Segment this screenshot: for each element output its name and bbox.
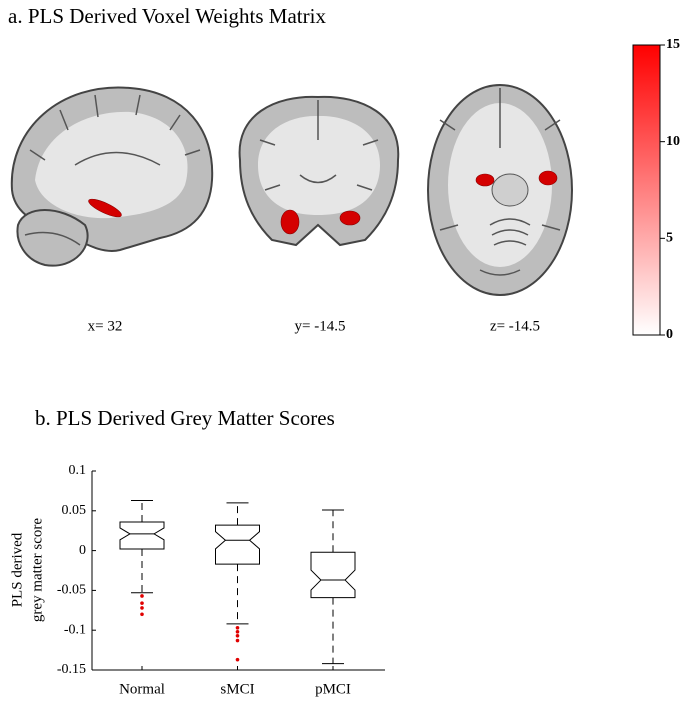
colorbar-tick-label: 10 — [666, 134, 680, 149]
panel-b-title: b. PLS Derived Grey Matter Scores — [35, 406, 335, 430]
box — [310, 551, 356, 599]
outlier — [235, 629, 240, 634]
outlier — [140, 612, 144, 617]
slice-label: x= 32 — [88, 318, 123, 334]
x-tick-label: sMCI — [220, 681, 254, 697]
outlier — [235, 657, 240, 662]
colorbar — [632, 44, 661, 336]
y-tick-label: -0.15 — [57, 662, 86, 677]
outlier — [235, 626, 240, 630]
y-tick-label: 0.05 — [62, 503, 87, 518]
colorbar-tick-label: 15 — [666, 37, 680, 52]
box — [215, 524, 260, 565]
y-tick-label: 0.1 — [69, 463, 87, 478]
y-axis-label: PLS derived — [9, 532, 25, 607]
panel-a-title: a. PLS Derived Voxel Weights Matrix — [8, 4, 326, 28]
slice-label: y= -14.5 — [295, 318, 346, 334]
y-tick-label: -0.05 — [57, 583, 86, 598]
y-tick-label: 0 — [79, 543, 86, 558]
outlier — [140, 594, 144, 598]
x-tick-label: pMCI — [315, 681, 351, 697]
outlier — [140, 606, 144, 610]
colorbar-tick-label: 0 — [666, 327, 673, 342]
slice-label: z= -14.5 — [490, 318, 540, 334]
coronal-slice — [238, 95, 400, 247]
sagittal-slice — [10, 86, 214, 267]
y-axis-label: grey matter score — [29, 518, 45, 622]
outlier — [235, 633, 240, 638]
box — [119, 521, 165, 550]
x-tick-label: Normal — [119, 681, 165, 697]
outlier — [235, 638, 240, 643]
y-tick-label: -0.1 — [64, 622, 86, 637]
outlier — [140, 601, 144, 605]
colorbar-tick-label: 5 — [666, 231, 673, 246]
axial-slice — [427, 84, 573, 296]
